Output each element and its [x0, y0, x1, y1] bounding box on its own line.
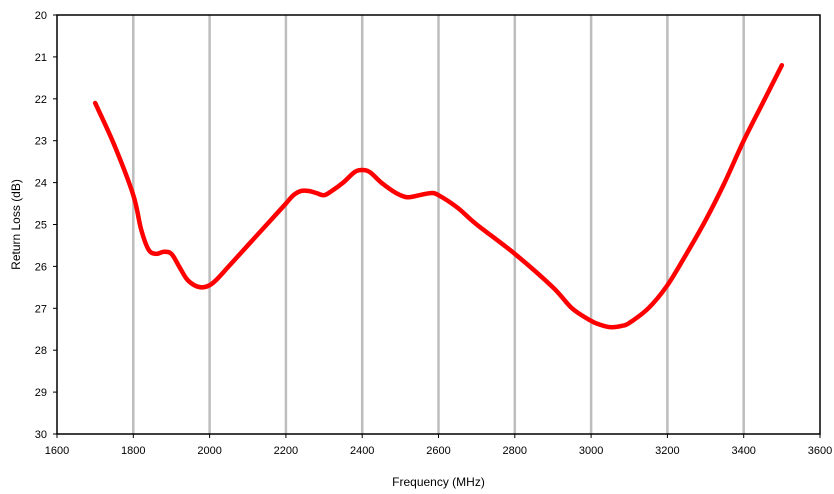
x-axis-title: Frequency (MHz) [392, 475, 485, 489]
x-tick-label: 2400 [350, 445, 374, 457]
y-axis-ticks: 20 21 22 23 24 25 26 27 28 29 30 [35, 10, 57, 441]
x-tick-label: 1800 [121, 445, 145, 457]
y-tick-label: 22 [35, 94, 47, 106]
y-tick-label: 27 [35, 303, 47, 315]
x-tick-label: 2000 [197, 445, 221, 457]
x-tick-label: 3400 [731, 445, 755, 457]
gridlines [132, 15, 745, 434]
y-tick-label: 30 [35, 429, 47, 441]
y-tick-label: 26 [35, 261, 47, 273]
y-tick-label: 24 [35, 178, 47, 190]
y-tick-label: 25 [35, 220, 47, 232]
y-axis-title: Return Loss (dB) [9, 179, 23, 270]
x-tick-label: 2600 [426, 445, 450, 457]
series-line-0 [92, 63, 785, 330]
y-tick-label: 29 [35, 387, 47, 399]
x-tick-label: 3000 [579, 445, 603, 457]
x-tick-label: 1600 [45, 445, 69, 457]
y-tick-label: 21 [35, 52, 47, 64]
x-tick-label: 3200 [655, 445, 679, 457]
y-tick-label: 23 [35, 136, 47, 148]
y-tick-label: 20 [35, 10, 47, 22]
series-layer [92, 63, 785, 330]
x-tick-label: 2200 [274, 445, 298, 457]
x-tick-label: 3600 [808, 445, 832, 457]
x-tick-label: 2800 [503, 445, 527, 457]
y-tick-label: 28 [35, 345, 47, 357]
x-axis-ticks: 1600 1800 2000 2200 2400 2600 2800 3000 3200 3400… [45, 434, 832, 457]
